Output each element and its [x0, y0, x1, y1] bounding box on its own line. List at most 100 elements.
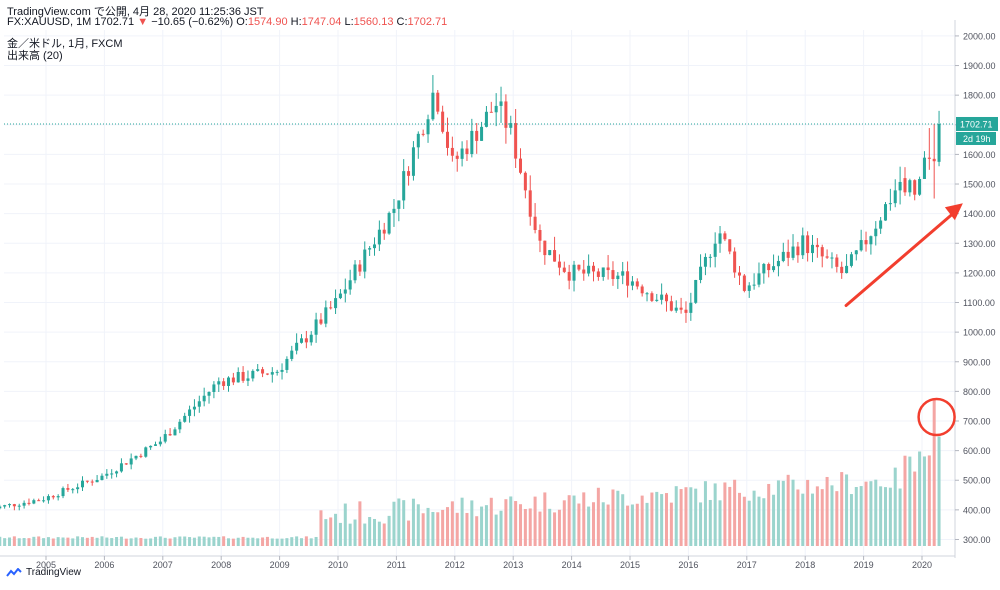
candle-body	[402, 171, 406, 201]
y-axis[interactable]: 300.00 400.00 500.00 600.00 700.00 800.00 900.…	[954, 20, 998, 558]
candle-body	[796, 246, 800, 256]
candle-body	[100, 475, 104, 480]
candle-body	[918, 178, 922, 195]
volume-bar	[587, 506, 591, 546]
candle-body	[908, 180, 912, 193]
footer-brand[interactable]: TradingView	[6, 567, 81, 578]
candle-body	[309, 334, 313, 343]
candle-body	[806, 235, 810, 254]
candle-body	[869, 236, 873, 245]
candle-body	[178, 421, 182, 430]
candle-body	[95, 479, 99, 483]
series-legend[interactable]: 金／米ドル, 1月, FXCM	[7, 35, 123, 51]
candle-body	[290, 350, 294, 359]
y-tick-label: 1200.00	[963, 268, 996, 278]
candle-body	[645, 293, 649, 295]
candle-body	[489, 111, 493, 113]
volume-bar	[129, 538, 133, 546]
volume-bar	[815, 486, 819, 546]
candle-body	[265, 373, 269, 375]
candle-body	[66, 488, 70, 490]
volume-bar	[392, 501, 396, 546]
volume-bar	[499, 510, 503, 546]
y-tick-label: 1600.00	[963, 150, 996, 160]
volume-bar	[178, 536, 182, 546]
candle-body	[382, 229, 386, 234]
volume-bar	[893, 467, 897, 546]
volume-bar	[450, 501, 454, 546]
candle-body	[251, 370, 255, 379]
volume-bar	[840, 472, 844, 546]
volume-bar	[436, 512, 440, 546]
volume-bar	[431, 511, 435, 546]
volume-bar	[660, 494, 664, 546]
volume-bar	[348, 523, 352, 546]
candle-body	[591, 265, 596, 272]
volume-bar	[810, 493, 815, 546]
volume-bar	[523, 508, 527, 546]
candle-body	[338, 293, 342, 299]
candle-body	[455, 155, 459, 159]
candle-body	[76, 487, 80, 490]
volume-bar	[110, 538, 114, 546]
volume-bar	[285, 538, 289, 546]
candle-body	[699, 266, 703, 280]
volume-bar	[708, 499, 712, 546]
volume-bar	[616, 490, 620, 546]
volume-bar	[791, 479, 795, 546]
volume-bar	[27, 538, 31, 546]
candle-body	[285, 358, 289, 370]
candle-body	[587, 265, 591, 274]
candles	[0, 75, 941, 511]
x-tick-label: 2016	[678, 560, 698, 570]
candle-body	[445, 131, 450, 148]
volume-bar	[61, 537, 65, 546]
volume-bar	[650, 492, 654, 546]
candle-body	[158, 441, 162, 445]
volume-bar	[674, 486, 678, 546]
candle-body	[397, 200, 401, 209]
volume-bar	[484, 505, 488, 546]
candle-body	[144, 447, 148, 457]
y-tick-label: 600.00	[963, 446, 991, 456]
countdown-tag	[956, 131, 996, 145]
candle-body	[280, 369, 284, 372]
volume-legend[interactable]: 出来高 (20)	[7, 47, 63, 63]
x-tick-label: 2011	[387, 560, 406, 570]
y-tick-label: 700.00	[963, 416, 991, 426]
volume-bar	[115, 537, 119, 546]
series-title: 金／米ドル, 1月, FXCM	[7, 38, 123, 50]
volume-bar	[713, 483, 717, 546]
candle-body	[635, 281, 639, 287]
volume-bar	[562, 500, 566, 546]
volume-bar	[397, 498, 401, 546]
volume-bar	[835, 491, 839, 546]
y-tick-label: 1000.00	[963, 328, 996, 338]
candle-body	[319, 319, 323, 324]
volume-bar	[684, 487, 688, 546]
candle-body	[713, 243, 717, 257]
candle-body	[475, 130, 479, 141]
candle-body	[0, 506, 2, 509]
y-tick-label: 300.00	[963, 535, 991, 545]
volume-bar	[338, 522, 342, 546]
candle-body	[499, 101, 503, 106]
volume-bar	[611, 489, 615, 546]
candle-body	[626, 271, 630, 286]
x-tick-label: 2019	[854, 560, 874, 570]
volume-bar	[543, 492, 547, 546]
volume-bar	[509, 496, 513, 546]
candle-body	[737, 272, 742, 276]
volume-bar	[358, 501, 362, 546]
candle-body	[776, 260, 780, 267]
candle-body	[110, 473, 114, 475]
candle-body	[3, 505, 7, 507]
volume-bar	[601, 502, 605, 546]
x-axis[interactable]: 2005 2006 2007 2008 2009 2010 2011 2012 2013 2014…	[0, 555, 955, 570]
candle-body	[37, 500, 41, 502]
candle-body	[450, 147, 454, 156]
candle-body	[703, 256, 707, 267]
candle-body	[864, 240, 868, 245]
